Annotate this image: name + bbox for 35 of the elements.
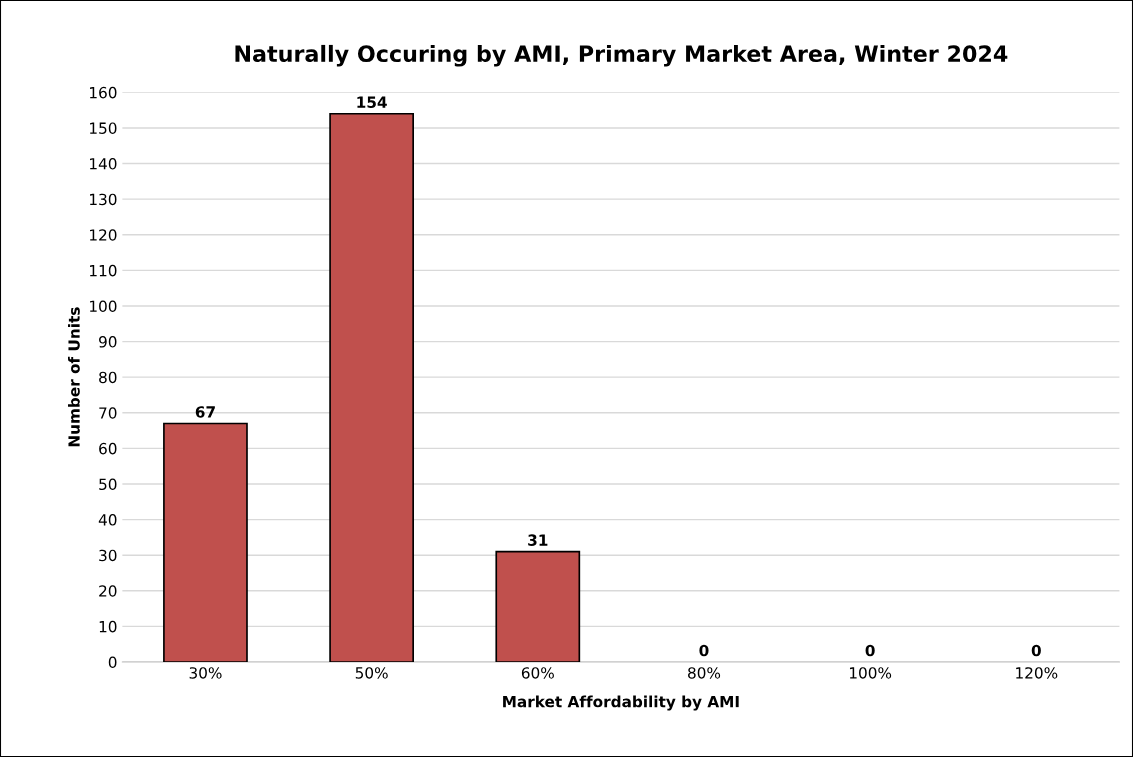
bar bbox=[495, 550, 581, 662]
chart-title: Naturally Occuring by AMI, Primary Market Area, Winter 2024 bbox=[235, 44, 1008, 67]
x-tick-label: 80% bbox=[688, 667, 721, 679]
data-label: 154 bbox=[357, 96, 387, 108]
y-tick-label: 40 bbox=[98, 514, 117, 526]
x-tick-label: 50% bbox=[355, 667, 388, 679]
x-axis-title: Market Affordability by AMI bbox=[503, 695, 739, 711]
data-label: 0 bbox=[865, 644, 875, 657]
x-tick-label: 60% bbox=[521, 667, 554, 679]
y-tick-label: 50 bbox=[99, 478, 117, 490]
y-tick-label: 110 bbox=[90, 264, 117, 277]
y-tick-label: 10 bbox=[99, 620, 117, 633]
y-tick-label: 80 bbox=[99, 371, 117, 384]
y-tick-label: 90 bbox=[99, 336, 117, 348]
y-tick-label: 20 bbox=[99, 585, 117, 597]
data-label: 0 bbox=[699, 644, 709, 657]
y-tick-label: 30 bbox=[99, 549, 117, 562]
x-tick-label: 100% bbox=[849, 667, 892, 679]
y-tick-label: 100 bbox=[90, 300, 117, 312]
y-tick-label: 70 bbox=[99, 407, 117, 419]
data-label: 31 bbox=[528, 534, 548, 546]
x-tick-label: 120% bbox=[1016, 667, 1058, 679]
y-tick-label: 60 bbox=[99, 442, 117, 455]
x-tick-label: 30% bbox=[189, 667, 222, 679]
bar bbox=[163, 422, 248, 662]
y-axis-title: Number of Units bbox=[68, 307, 80, 447]
y-tick-label: 160 bbox=[90, 86, 117, 99]
bar bbox=[329, 112, 415, 662]
y-tick-label: 140 bbox=[90, 158, 117, 170]
data-label: 67 bbox=[195, 406, 215, 418]
y-tick-label: 130 bbox=[90, 193, 117, 206]
y-tick-label: 120 bbox=[90, 229, 117, 241]
y-tick-label: 150 bbox=[90, 122, 117, 134]
data-label: 0 bbox=[1031, 644, 1041, 657]
y-tick-label: 0 bbox=[108, 656, 117, 669]
